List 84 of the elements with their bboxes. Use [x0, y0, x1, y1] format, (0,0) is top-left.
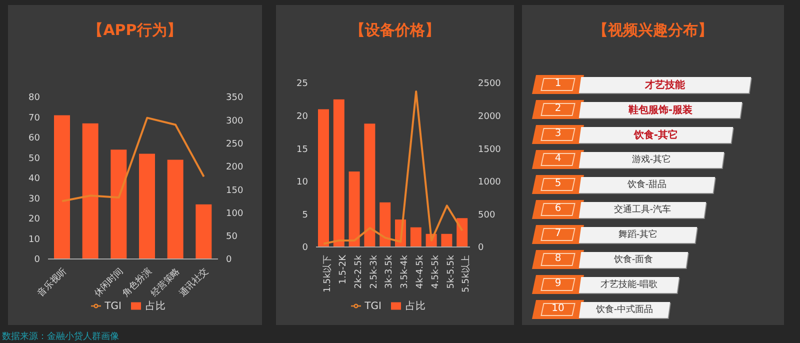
y-tick-label: 20: [296, 112, 308, 122]
y2-tick-label: 0: [478, 243, 484, 254]
data-label: 5: [538, 178, 578, 189]
y2-tick-label: 300: [226, 116, 244, 126]
y2-tick-label: 100: [226, 208, 244, 219]
data-label: 7: [538, 228, 578, 239]
bar: [110, 150, 127, 259]
bar: [139, 154, 155, 259]
y2-tick-label: 50: [226, 232, 238, 242]
y-tick-label: 15: [296, 144, 308, 155]
bar: [364, 124, 376, 247]
y-tick-label: 25: [296, 79, 308, 90]
legend-label: 占比: [405, 301, 426, 312]
bar: [54, 115, 70, 259]
y2-tick-label: 350: [226, 93, 244, 104]
bar: [333, 99, 344, 247]
data-label: 1: [538, 78, 578, 89]
bar: [441, 234, 452, 247]
category-label: 游戏-其它: [580, 153, 723, 166]
line-series: [61, 116, 205, 202]
x-tick-label: 4k-4.5k: [415, 254, 426, 289]
chart-title: 【APP行为】: [87, 21, 183, 40]
category-label: 舞蹈-其它: [580, 228, 696, 241]
bar: [380, 202, 391, 247]
y2-tick-label: 2000: [478, 112, 502, 122]
y2-tick-label: 1500: [478, 144, 502, 155]
y2-tick-label: 250: [226, 139, 244, 150]
x-tick-label: 3.5k-4k: [400, 254, 410, 289]
bar: [410, 227, 422, 247]
category-label: 饮食-面食: [580, 253, 687, 266]
category-label: 才艺技能: [580, 78, 750, 92]
source-note: 数据来源：金融小贷人群画像: [2, 330, 119, 343]
bar: [348, 172, 360, 247]
category-label: 才艺技能-唱歌: [580, 278, 678, 291]
category-label: 饮食-中式面品: [580, 303, 669, 316]
category-label: 饮食-其它: [580, 128, 732, 142]
data-label: 6: [538, 203, 578, 214]
y-tick-label: 0: [302, 243, 308, 254]
x-tick-label: 1.5-2K: [338, 254, 348, 284]
legend-label: TGI: [364, 301, 382, 312]
y2-tick-label: 2500: [478, 79, 502, 90]
y-tick-label: 70: [28, 113, 40, 124]
text: 【视频兴趣分布】: [592, 21, 714, 40]
line-series: [322, 90, 464, 245]
bar: [82, 123, 98, 259]
data-label: 3: [538, 128, 578, 139]
x-tick-label: 2.5k-3k: [369, 254, 380, 289]
y-tick-label: 30: [28, 194, 40, 204]
bar: [167, 160, 184, 259]
x-tick-label: 1.5k以下: [322, 255, 334, 293]
y-tick-label: 20: [28, 214, 40, 225]
y-tick-label: 40: [28, 174, 40, 184]
x-tick-label: 2k-2.5k: [354, 254, 364, 289]
y2-tick-label: 200: [226, 162, 244, 173]
bar: [196, 204, 212, 259]
x-tick-label: 4.5k-5k: [430, 254, 441, 289]
y-tick-label: 60: [28, 134, 40, 144]
chart-title: 【设备价格】: [349, 21, 441, 40]
y-tick-label: 10: [296, 178, 308, 188]
data-label: 8: [538, 253, 578, 264]
data-label: 9: [538, 278, 578, 289]
data-label: 10: [538, 303, 578, 314]
category-label: 饮食-甜品: [580, 178, 714, 191]
data-label: 2: [538, 103, 578, 114]
y-tick-label: 5: [302, 210, 308, 220]
y2-tick-label: 150: [226, 186, 244, 196]
legend-label: 占比: [145, 301, 166, 312]
x-tick-label: 5k-5.5k: [446, 254, 456, 289]
x-tick-label: 音乐视听: [36, 266, 69, 300]
y2-tick-label: 1000: [478, 178, 502, 188]
legend-label: TGI: [104, 301, 122, 312]
data-label: 4: [538, 153, 578, 164]
bar: [456, 218, 468, 247]
y-tick-label: 50: [28, 154, 40, 164]
y-tick-label: 0: [34, 255, 40, 266]
category-label: 鞋包服饰-服装: [580, 103, 741, 117]
x-tick-label: 5.5k以上: [460, 255, 472, 293]
y2-tick-label: 0: [226, 255, 232, 266]
x-tick-label: 3k-3.5k: [384, 254, 395, 289]
y-tick-label: 10: [28, 234, 40, 245]
y-tick-label: 80: [28, 93, 40, 104]
y2-tick-label: 500: [478, 210, 496, 220]
bar: [318, 109, 329, 247]
category-label: 交通工具-汽车: [580, 203, 705, 216]
